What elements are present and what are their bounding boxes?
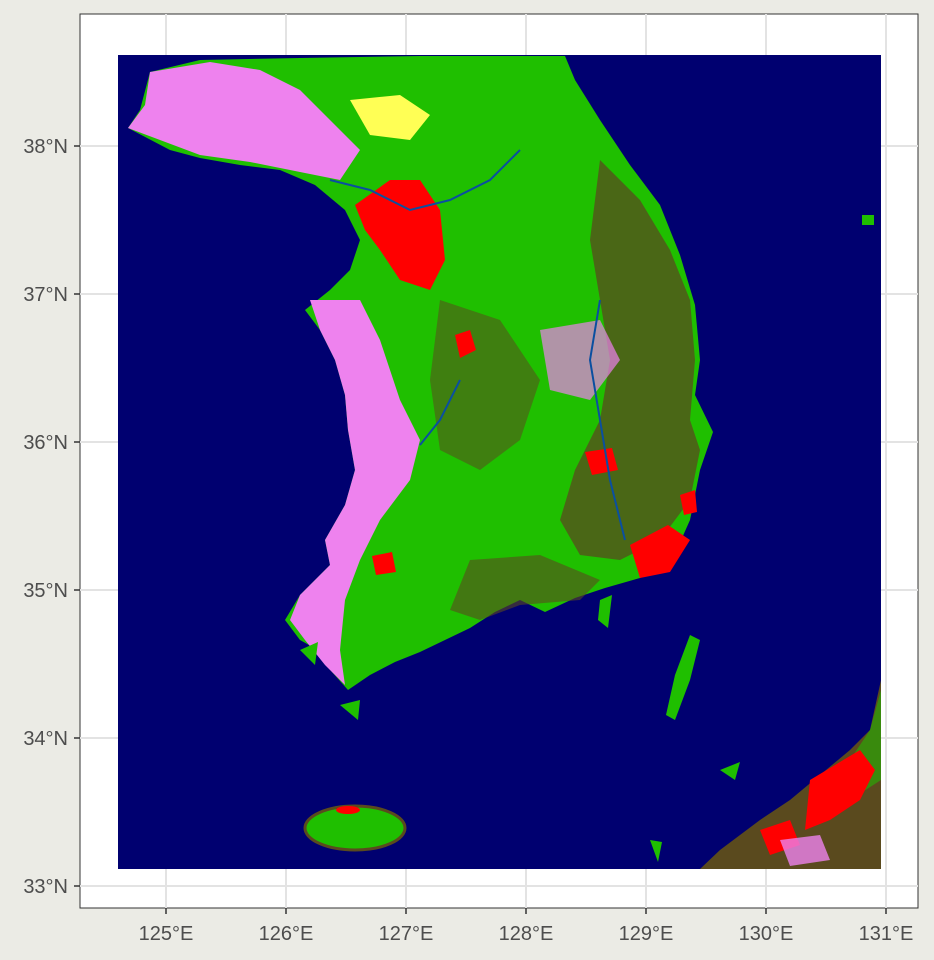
tsushima-island — [666, 635, 700, 720]
river-nakdong — [588, 299, 626, 541]
x-label-126: 126°E — [259, 923, 314, 945]
urban-daejeon — [455, 330, 476, 358]
ulleung-island — [862, 215, 874, 225]
japan-landmass — [700, 680, 881, 869]
x-label-127: 127°E — [379, 923, 434, 945]
x-label-129: 129°E — [619, 923, 674, 945]
y-label-36: 36°N — [23, 432, 68, 454]
x-label-130: 130°E — [739, 923, 794, 945]
river-han — [329, 149, 521, 212]
land-cover-raster — [118, 55, 881, 869]
urban-busan — [630, 525, 690, 578]
x-label-131: 131°E — [859, 923, 914, 945]
y-label-37: 37°N — [23, 284, 68, 306]
mountain-forest-south — [450, 555, 600, 620]
urban-gwangju — [372, 552, 396, 575]
x-label-125: 125°E — [139, 923, 194, 945]
x-axis-labels: 125°E 126°E 127°E 128°E 129°E 130°E 131°… — [139, 923, 914, 945]
y-label-33: 33°N — [23, 876, 68, 898]
grassland-north — [350, 95, 430, 140]
y-label-35: 35°N — [23, 580, 68, 602]
urban-ulsan — [680, 490, 697, 515]
urban-daegu — [585, 448, 618, 475]
y-label-34: 34°N — [23, 728, 68, 750]
y-axis-labels: 38°N 37°N 36°N 35°N 34°N 33°N — [23, 136, 68, 898]
japan-cropland — [780, 835, 830, 866]
x-label-128: 128°E — [499, 923, 554, 945]
axis-ticks — [74, 145, 887, 914]
jeju-island — [303, 804, 407, 852]
japan-urban — [760, 750, 875, 855]
jeju-urban-north — [336, 806, 360, 814]
cropland-central — [540, 320, 620, 400]
y-label-38: 38°N — [23, 136, 68, 158]
cropland-west — [290, 300, 420, 685]
cropland-north — [128, 62, 360, 180]
river-geum — [419, 379, 461, 446]
